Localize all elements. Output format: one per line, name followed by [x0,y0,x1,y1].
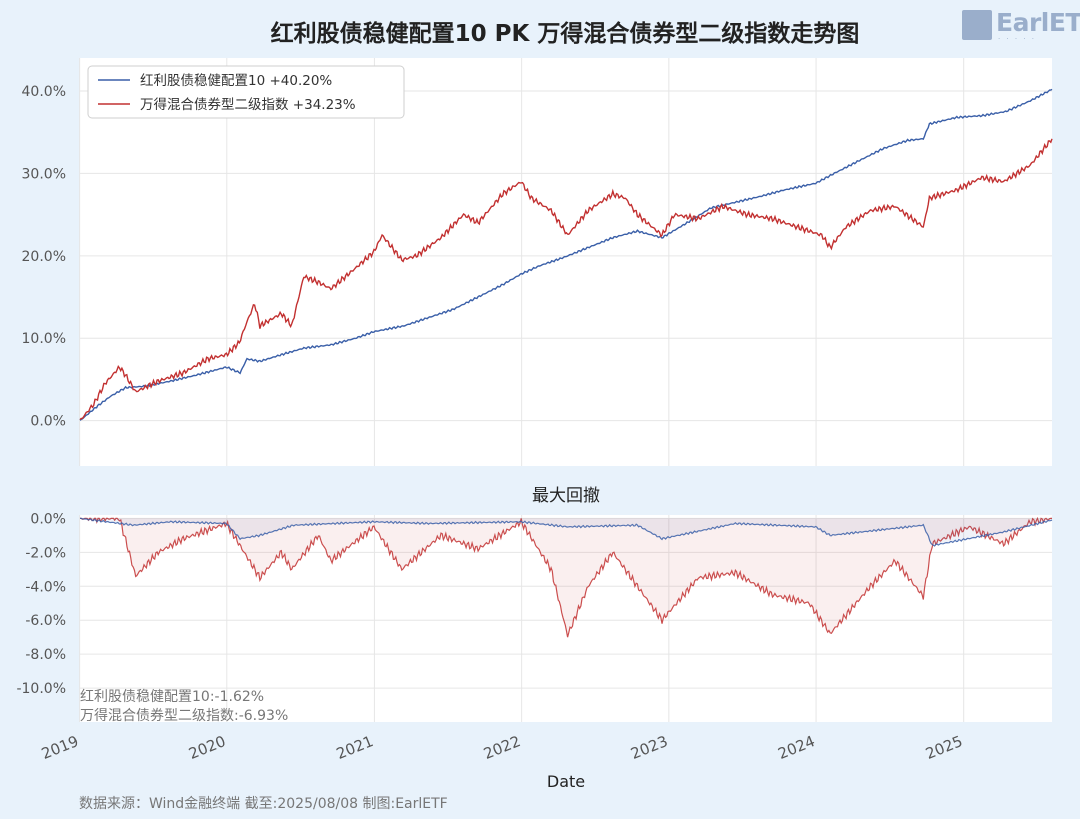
x-axis-label: Date [547,772,585,791]
x-tick-2022: 2022 [481,732,523,763]
legend-entry-series-2: 万得混合债券型二级指数 +34.23% [140,96,356,113]
main-line-series-1 [79,88,1053,421]
main-y-tick-0: 0.0% [30,414,66,430]
legend-box [87,65,405,119]
dd-area-series-2 [80,518,1052,638]
legend: 红利股债稳健配置10 +40.20% 万得混合债券型二级指数 +34.23% [87,65,405,119]
drawdown-title: 最大回撤 [532,486,600,506]
legend-entry-series-1: 红利股债稳健配置10 +40.20% [140,73,332,89]
drawdown-annotation-series-1: 红利股债稳健配置10:-1.62% [80,689,264,705]
x-tick-2025: 2025 [923,732,965,763]
drawdown-series [80,516,1053,638]
main-y-tick-3: 30.0% [22,166,66,182]
main-series [79,88,1053,421]
main-y-tick-4: 40.0% [22,84,66,100]
x-tick-2021: 2021 [334,732,376,763]
dd-line-series-2 [80,516,1052,638]
dd-y-tick-0: 0.0% [30,511,66,527]
logo-subtext: · · · · · [998,35,1037,43]
x-tick-2019: 2019 [39,732,81,763]
main-grid [79,58,1052,466]
x-tick-2024: 2024 [775,732,817,763]
dd-area-series-1 [80,518,1052,546]
logo-mark-icon [962,10,992,40]
main-plot-bg [80,58,1052,466]
dd-y-tick-4: -8.0% [25,647,66,663]
logo-text: EarlETF [996,8,1080,37]
dd-line-series-1 [80,517,1053,547]
main-line-series-2 [79,138,1053,421]
x-tick-2023: 2023 [628,732,670,763]
earletf-logo: EarlETF · · · · · [962,8,1080,44]
drawdown-grid [79,515,1052,722]
main-y-tick-2: 20.0% [22,249,66,265]
dd-y-tick-2: -4.0% [25,579,66,595]
main-y-tick-1: 10.0% [22,331,66,347]
chart-title: 红利股债稳健配置10 PK 万得混合债券型二级指数走势图 [270,21,860,47]
drawdown-annotation-series-2: 万得混合债券型二级指数:-6.93% [80,707,288,724]
dd-y-tick-5: -10.0% [16,681,66,697]
dd-y-tick-1: -2.0% [25,545,66,561]
dd-y-tick-3: -6.0% [25,613,66,629]
footer-source: 数据来源：Wind金融终端 截至:2025/08/08 制图:EarlETF [79,796,448,812]
x-tick-2020: 2020 [186,732,228,763]
